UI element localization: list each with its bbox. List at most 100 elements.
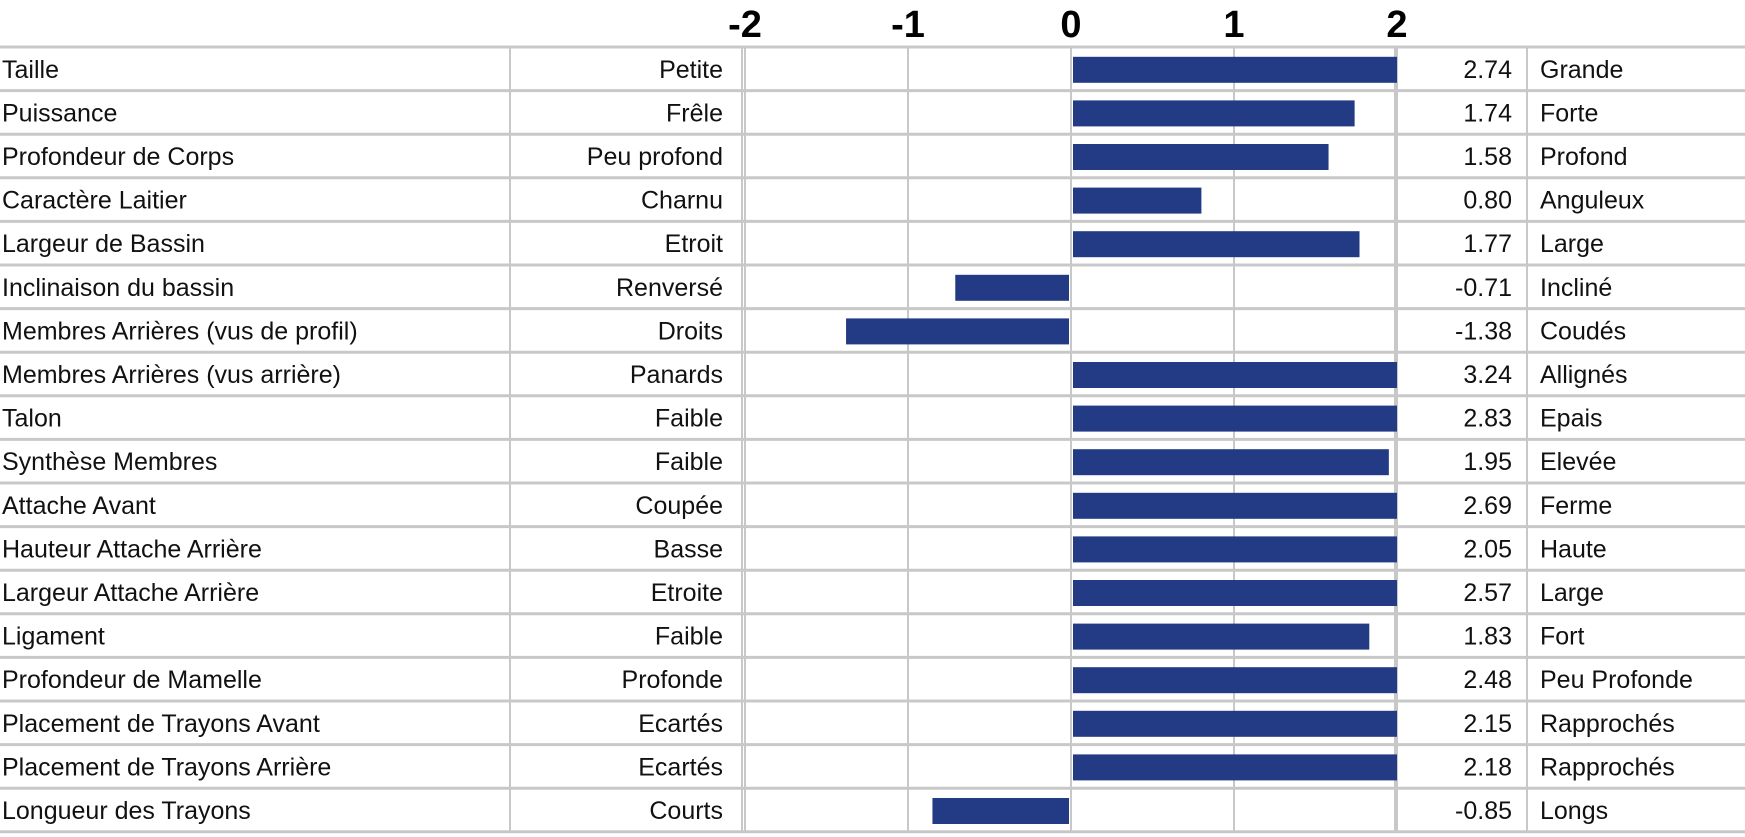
value-label: 2.83 [1463, 405, 1512, 433]
bar-4 [1073, 231, 1360, 258]
bar-0 [1073, 56, 1397, 83]
value-label: 1.83 [1463, 623, 1512, 651]
low-descriptor: Ecartés [638, 753, 723, 781]
bar-12 [1073, 580, 1397, 606]
x-tick-label: 0 [1060, 4, 1081, 46]
low-descriptor: Etroite [651, 579, 723, 607]
trait-label: Attache Avant [2, 492, 156, 520]
low-descriptor: Coupée [635, 492, 723, 520]
value-label: 1.74 [1463, 99, 1512, 127]
bar-1 [1073, 100, 1355, 127]
trait-label: Puissance [2, 99, 117, 127]
value-label: 1.77 [1463, 230, 1512, 258]
low-descriptor: Charnu [641, 187, 723, 215]
low-descriptor: Faible [655, 623, 723, 651]
bar-2 [1073, 144, 1329, 170]
high-descriptor: Elevée [1540, 448, 1616, 476]
high-descriptor: Haute [1540, 535, 1607, 563]
trait-label: Taille [2, 56, 59, 84]
value-label: 0.80 [1463, 187, 1512, 215]
trait-label: Membres Arrières (vus arrière) [2, 361, 341, 389]
low-descriptor: Basse [654, 535, 723, 563]
high-descriptor: Forte [1540, 99, 1598, 127]
bar-8 [1073, 405, 1397, 432]
low-descriptor: Ecartés [638, 710, 723, 738]
value-label: 2.74 [1463, 56, 1512, 84]
x-axis-ticks: -2 -1 0 1 2 [728, 4, 1407, 46]
value-label: -0.71 [1455, 274, 1512, 302]
bar-14 [1073, 667, 1397, 694]
value-label: 1.58 [1463, 143, 1512, 171]
low-descriptor: Courts [649, 797, 723, 825]
trait-label: Profondeur de Corps [2, 143, 234, 171]
high-descriptor: Rapprochés [1540, 753, 1675, 781]
low-descriptor: Etroit [665, 230, 723, 258]
chart-bars [846, 56, 1397, 824]
chart-grid [0, 45, 1745, 834]
low-descriptor: Frêle [666, 99, 723, 127]
bar-15 [1073, 710, 1397, 737]
high-descriptor: Peu Profonde [1540, 666, 1693, 694]
trait-label: Inclinaison du bassin [2, 274, 234, 302]
value-label: 2.57 [1463, 579, 1512, 607]
trait-label: Hauteur Attache Arrière [2, 535, 262, 563]
low-descriptor: Droits [658, 317, 723, 345]
high-descriptor: Longs [1540, 797, 1608, 825]
bar-9 [1073, 449, 1389, 476]
trait-label: Talon [2, 405, 62, 433]
high-descriptor: Ferme [1540, 492, 1612, 520]
bar-3 [1073, 187, 1202, 214]
trait-label: Ligament [2, 623, 105, 651]
low-descriptor: Petite [659, 56, 723, 84]
x-tick-label: -2 [728, 4, 762, 46]
trait-label: Membres Arrières (vus de profil) [2, 317, 358, 345]
x-tick-label: 1 [1223, 4, 1244, 46]
bar-17 [932, 798, 1069, 824]
high-descriptor: Large [1540, 230, 1604, 258]
low-descriptor: Panards [630, 361, 723, 389]
low-descriptor: Faible [655, 405, 723, 433]
high-descriptor: Coudés [1540, 317, 1626, 345]
low-descriptor: Faible [655, 448, 723, 476]
bar-5 [955, 274, 1069, 301]
high-descriptor: Rapprochés [1540, 710, 1675, 738]
value-label: -1.38 [1455, 317, 1512, 345]
value-label: 2.05 [1463, 535, 1512, 563]
low-descriptor: Renversé [616, 274, 723, 302]
value-label: 2.69 [1463, 492, 1512, 520]
trait-label: Placement de Trayons Arrière [2, 753, 331, 781]
high-descriptor: Incliné [1540, 274, 1612, 302]
bar-13 [1073, 623, 1370, 650]
high-descriptor: Epais [1540, 405, 1603, 433]
value-label: 2.18 [1463, 753, 1512, 781]
high-descriptor: Fort [1540, 623, 1585, 651]
bar-6 [846, 318, 1069, 345]
high-descriptor: Grande [1540, 56, 1623, 84]
high-descriptor: Large [1540, 579, 1604, 607]
chart-labels: Taille Petite 2.74 Grande Puissance Frêle 1.74… [2, 56, 1693, 825]
bar-7 [1073, 362, 1397, 388]
value-label: 3.24 [1463, 361, 1512, 389]
value-label: 2.48 [1463, 666, 1512, 694]
high-descriptor: Profond [1540, 143, 1628, 171]
trait-label: Largeur de Bassin [2, 230, 205, 258]
high-descriptor: Anguleux [1540, 187, 1645, 215]
value-label: -0.85 [1455, 797, 1512, 825]
trait-label: Profondeur de Mamelle [2, 666, 262, 694]
low-descriptor: Profonde [622, 666, 723, 694]
trait-label: Caractère Laitier [2, 187, 187, 215]
trait-label: Synthèse Membres [2, 448, 217, 476]
low-descriptor: Peu profond [587, 143, 723, 171]
bar-16 [1073, 754, 1397, 781]
x-tick-label: -1 [891, 4, 925, 46]
trait-label: Longueur des Trayons [2, 797, 251, 825]
bar-11 [1073, 536, 1397, 563]
value-label: 1.95 [1463, 448, 1512, 476]
trait-label: Placement de Trayons Avant [2, 710, 320, 738]
high-descriptor: Allignés [1540, 361, 1628, 389]
bar-10 [1073, 492, 1397, 519]
trait-label: Largeur Attache Arrière [2, 579, 259, 607]
value-label: 2.15 [1463, 710, 1512, 738]
x-tick-label: 2 [1386, 4, 1407, 46]
